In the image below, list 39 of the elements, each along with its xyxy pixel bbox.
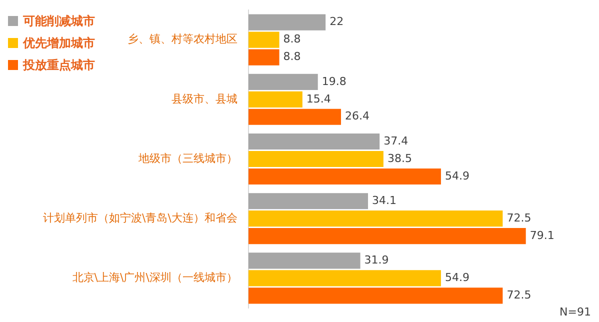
bar bbox=[248, 74, 318, 90]
bar bbox=[248, 252, 360, 269]
data-label: 54.9 bbox=[444, 271, 470, 284]
bar bbox=[248, 288, 503, 304]
bar bbox=[248, 150, 384, 168]
data-label: 72.5 bbox=[506, 288, 532, 302]
legend-label: 可能削减城市 bbox=[23, 12, 95, 30]
data-label: 8.8 bbox=[283, 50, 301, 64]
data-label: 31.9 bbox=[364, 254, 389, 267]
y-tick-label: 北京\上海\广州\深圳（一线城市） bbox=[72, 271, 238, 284]
bar bbox=[248, 32, 280, 48]
y-tick-label: 地级市（三线城市） bbox=[137, 152, 238, 165]
data-label: 22 bbox=[330, 15, 344, 28]
bar bbox=[248, 108, 342, 125]
bar bbox=[248, 228, 526, 244]
data-label: 72.5 bbox=[506, 211, 532, 224]
data-label: 79.1 bbox=[530, 228, 554, 242]
bar bbox=[248, 270, 441, 286]
y-tick-label: 乡、镇、村等农村地区 bbox=[127, 32, 238, 46]
text: N=91 bbox=[560, 305, 591, 318]
data-label: 54.9 bbox=[444, 169, 470, 182]
bar bbox=[248, 168, 441, 185]
y-tick-label: 县级市、县城 bbox=[171, 92, 238, 106]
data-label: 34.1 bbox=[372, 194, 397, 207]
bar bbox=[248, 91, 302, 108]
legend-label: 优先增加城市 bbox=[23, 34, 95, 52]
bar bbox=[248, 210, 503, 227]
bar bbox=[248, 49, 280, 66]
bar bbox=[248, 193, 368, 210]
data-label: 8.8 bbox=[283, 32, 301, 46]
data-label: 19.8 bbox=[322, 74, 346, 88]
legend-label: 投放重点城市 bbox=[23, 56, 95, 74]
data-label: 37.4 bbox=[384, 134, 408, 148]
data-label: 26.4 bbox=[345, 110, 370, 123]
data-label: 38.5 bbox=[387, 152, 412, 165]
y-tick-label: 计划单列市（如宁波\青岛\大连）和省会 bbox=[42, 211, 238, 224]
data-label: 15.4 bbox=[306, 92, 331, 106]
bar bbox=[248, 14, 326, 30]
bar bbox=[248, 133, 380, 150]
